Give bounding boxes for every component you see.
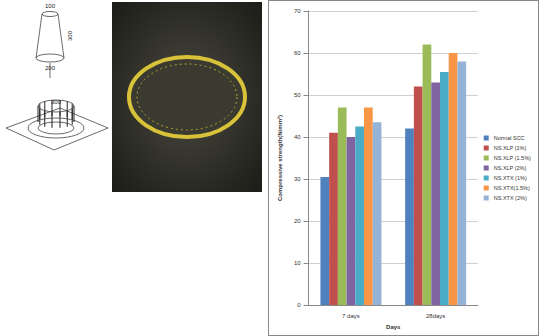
svg-text:NS.XTX (1%): NS.XTX (1%) [494, 175, 527, 181]
svg-text:NS.XLP (1%): NS.XLP (1%) [494, 145, 527, 151]
svg-text:Compressive strength(N/mm²): Compressive strength(N/mm²) [277, 115, 283, 201]
svg-text:50: 50 [294, 92, 301, 98]
svg-text:Days: Days [386, 324, 401, 330]
svg-text:0: 0 [297, 302, 301, 308]
svg-text:300: 300 [51, 99, 62, 105]
svg-text:NS.XTX (2%): NS.XTX (2%) [494, 195, 527, 201]
svg-text:Normal SCC: Normal SCC [494, 135, 525, 141]
svg-text:7 days: 7 days [342, 313, 360, 319]
svg-text:300: 300 [67, 30, 73, 41]
svg-text:200: 200 [45, 65, 56, 71]
svg-text:30: 30 [294, 176, 301, 182]
svg-text:70: 70 [294, 8, 301, 14]
svg-text:100: 100 [45, 3, 56, 9]
svg-text:10: 10 [294, 260, 301, 266]
svg-text:40: 40 [294, 134, 301, 140]
svg-text:NS.XLP (2%): NS.XLP (2%) [494, 165, 527, 171]
svg-text:NS.XLP (1.5%): NS.XLP (1.5%) [494, 155, 531, 161]
svg-text:28days: 28days [426, 313, 445, 319]
svg-text:60: 60 [294, 50, 301, 56]
svg-text:NS.XTX(1.5%): NS.XTX(1.5%) [494, 185, 530, 191]
svg-text:20: 20 [294, 218, 301, 224]
